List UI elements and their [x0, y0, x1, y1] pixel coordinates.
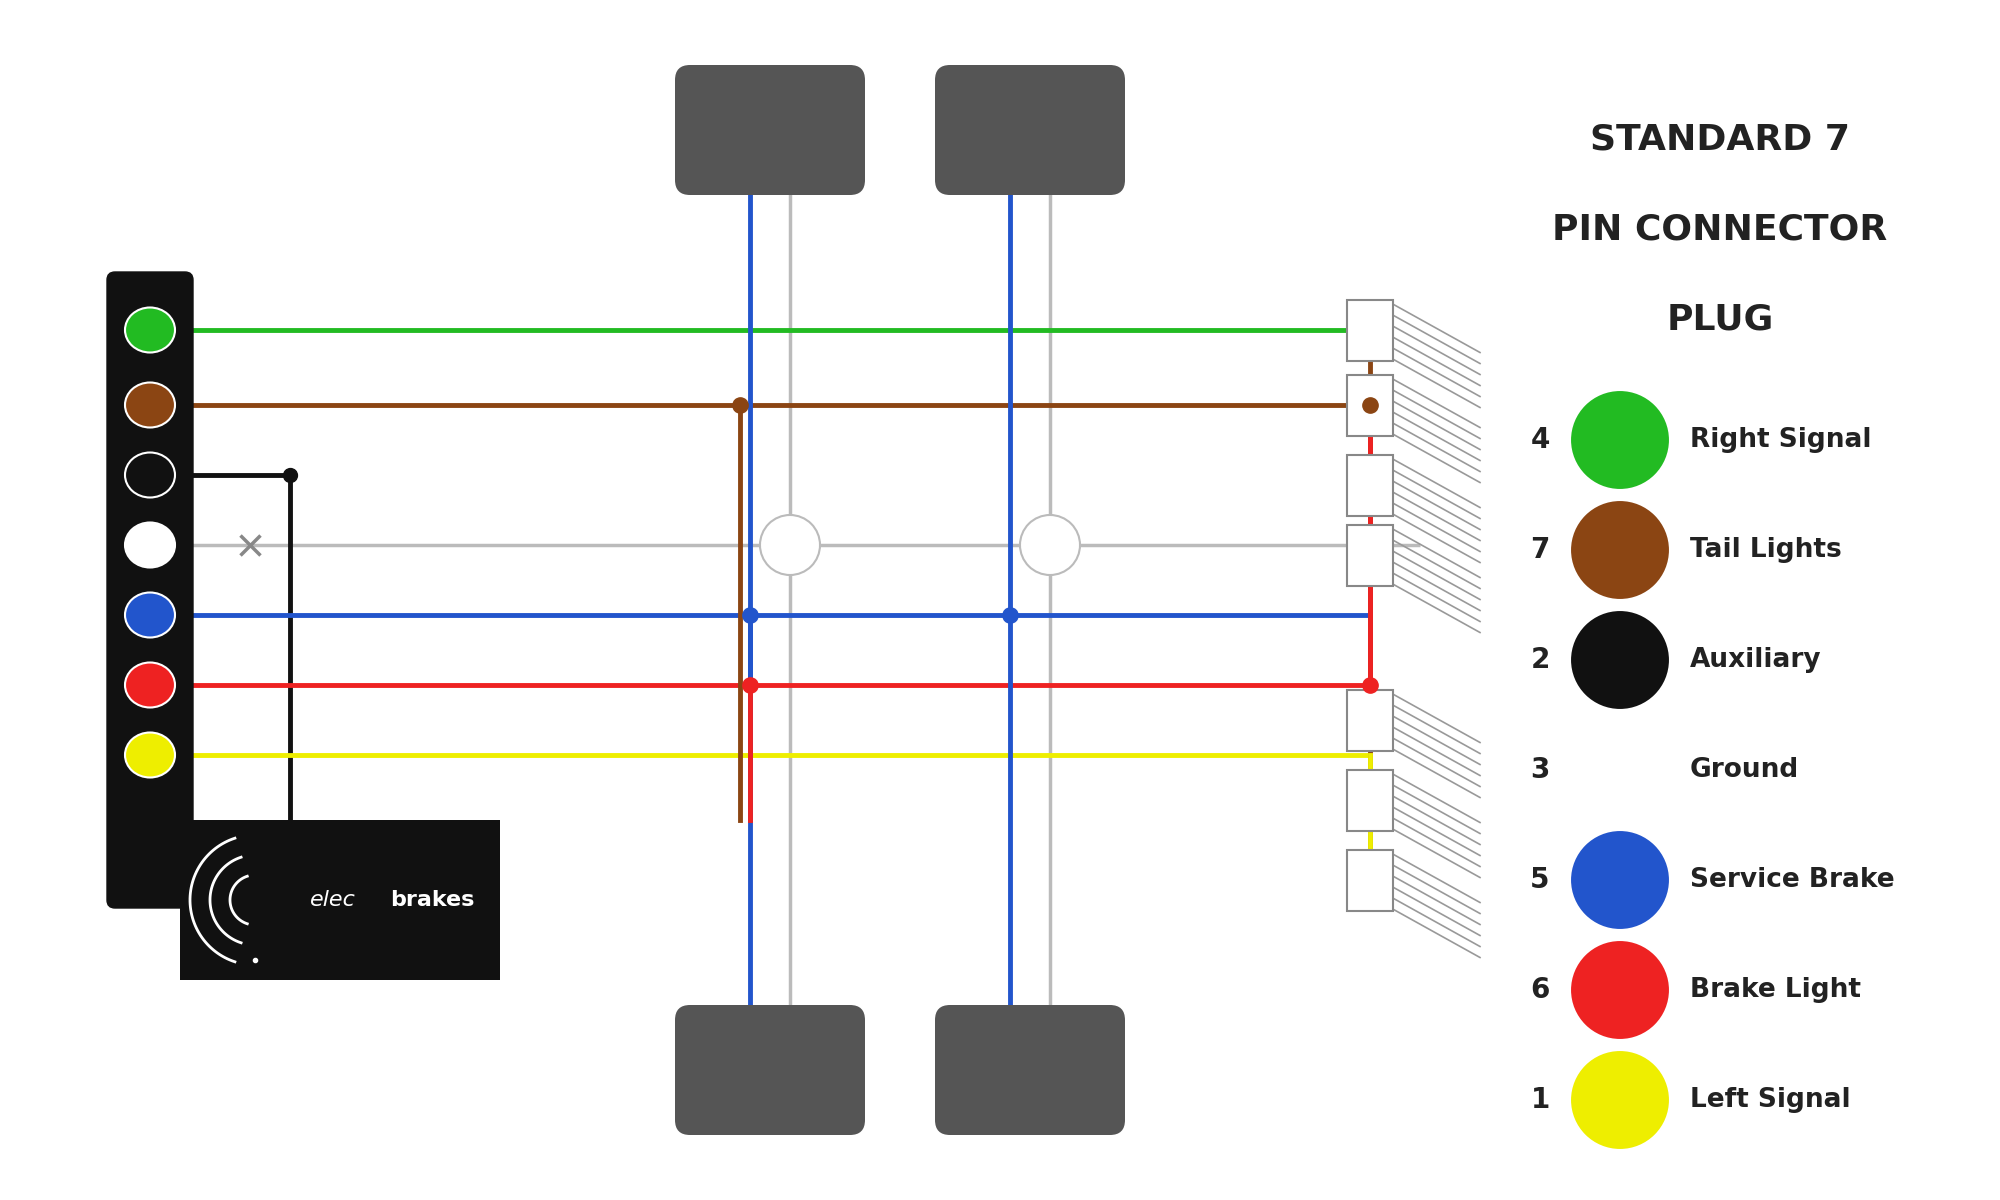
Text: PIN CONNECTOR: PIN CONNECTOR [1552, 214, 1888, 247]
Text: Left Signal: Left Signal [1690, 1087, 1850, 1114]
Circle shape [764, 520, 816, 570]
Text: Tail Lights: Tail Lights [1690, 538, 1842, 563]
Circle shape [1570, 390, 1670, 490]
FancyBboxPatch shape [1348, 850, 1392, 911]
FancyBboxPatch shape [1348, 690, 1392, 750]
Ellipse shape [124, 732, 176, 778]
Text: PLUG: PLUG [1666, 302, 1774, 337]
Circle shape [1570, 610, 1670, 710]
Text: 5: 5 [1530, 866, 1550, 894]
FancyBboxPatch shape [1348, 455, 1392, 516]
Text: Auxiliary: Auxiliary [1690, 647, 1822, 673]
Text: Right Signal: Right Signal [1690, 427, 1872, 452]
Circle shape [1570, 500, 1670, 600]
Text: 6: 6 [1530, 976, 1550, 1004]
Circle shape [1570, 1050, 1670, 1150]
Circle shape [1020, 515, 1080, 575]
Text: 3: 3 [1530, 756, 1550, 784]
Text: brakes: brakes [390, 890, 474, 910]
Text: Brake Light: Brake Light [1690, 977, 1860, 1003]
Ellipse shape [124, 452, 176, 498]
Text: Ground: Ground [1690, 757, 1800, 782]
Circle shape [1024, 520, 1076, 570]
Ellipse shape [124, 522, 176, 568]
Circle shape [1570, 830, 1670, 930]
FancyBboxPatch shape [1348, 374, 1392, 436]
FancyBboxPatch shape [1348, 524, 1392, 586]
Circle shape [1570, 940, 1670, 1040]
Ellipse shape [124, 593, 176, 637]
FancyBboxPatch shape [1348, 769, 1392, 830]
Ellipse shape [124, 383, 176, 427]
Text: 2: 2 [1530, 646, 1550, 674]
Text: elec: elec [310, 890, 356, 910]
Text: 1: 1 [1530, 1086, 1550, 1114]
FancyBboxPatch shape [1348, 300, 1392, 360]
Text: 7: 7 [1530, 536, 1550, 564]
FancyBboxPatch shape [676, 1006, 864, 1135]
Ellipse shape [124, 662, 176, 708]
FancyBboxPatch shape [676, 65, 864, 194]
Ellipse shape [124, 307, 176, 353]
FancyBboxPatch shape [108, 272, 192, 908]
Text: Service Brake: Service Brake [1690, 866, 1894, 893]
Text: STANDARD 7: STANDARD 7 [1590, 122, 1850, 157]
FancyBboxPatch shape [936, 65, 1124, 194]
Text: 4: 4 [1530, 426, 1550, 454]
FancyBboxPatch shape [936, 1006, 1124, 1135]
FancyBboxPatch shape [180, 820, 500, 980]
Circle shape [760, 515, 820, 575]
